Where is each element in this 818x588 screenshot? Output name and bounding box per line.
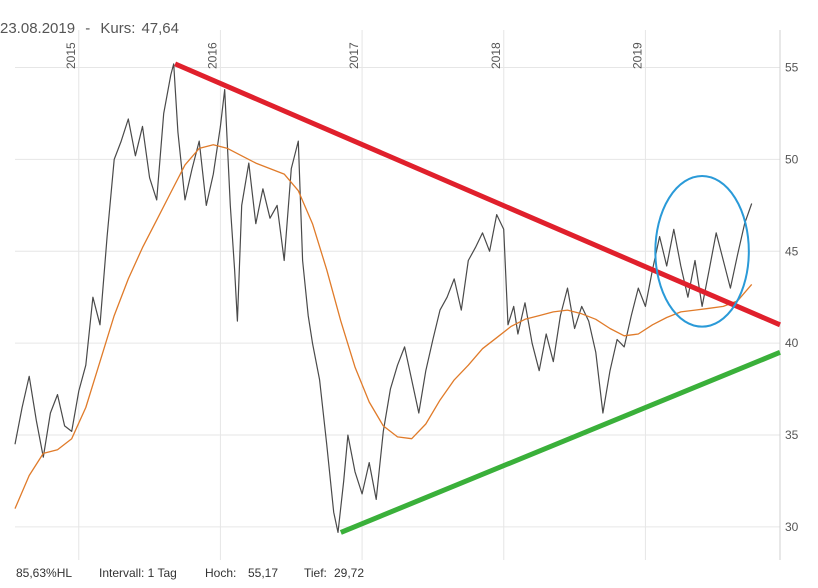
chart-grid xyxy=(15,30,780,560)
average-series-line xyxy=(14,144,753,509)
y-tick-label: 40 xyxy=(785,336,799,350)
chart-header: 23.08.2019 - Kurs: 47,64 xyxy=(0,20,185,37)
y-tick-label: 55 xyxy=(785,61,799,75)
support-trendline xyxy=(339,350,781,535)
chart-annotations xyxy=(174,61,781,535)
x-tick-label: 2015 xyxy=(64,42,78,69)
high-label: Hoch: xyxy=(205,566,237,580)
x-tick-label: 2018 xyxy=(489,42,503,69)
y-tick-label: 35 xyxy=(785,428,799,442)
x-tick-label: 2016 xyxy=(205,42,219,69)
header-separator: - xyxy=(85,20,91,37)
chart-series xyxy=(14,63,753,533)
x-tick-label: 2017 xyxy=(347,42,361,69)
price-series-line xyxy=(14,63,753,533)
price-label: Kurs: xyxy=(100,20,136,37)
date-label: 23.08.2019 xyxy=(0,20,76,37)
interval-label: Intervall: 1 Tag xyxy=(99,566,177,580)
x-tick-label: 2019 xyxy=(630,42,644,69)
y-tick-label: 30 xyxy=(785,520,799,534)
highlight-ellipse xyxy=(654,174,750,328)
low-label: Tief: xyxy=(304,566,327,580)
hl-percentage: 85,63%HL xyxy=(16,566,73,580)
price-value: 47,64 xyxy=(141,20,179,37)
chart-axes: 30 35 40 45 50 55 2015 2016 2017 2018 2019 xyxy=(64,30,799,560)
y-tick-label: 50 xyxy=(785,152,799,166)
resistance-trendline xyxy=(174,61,781,328)
high-value: 55,17 xyxy=(248,566,279,580)
low-value: 29,72 xyxy=(334,566,365,580)
stock-chart: 30 35 40 45 50 55 2015 2016 2017 2018 2019 xyxy=(14,30,799,560)
y-tick-label: 45 xyxy=(785,244,799,258)
